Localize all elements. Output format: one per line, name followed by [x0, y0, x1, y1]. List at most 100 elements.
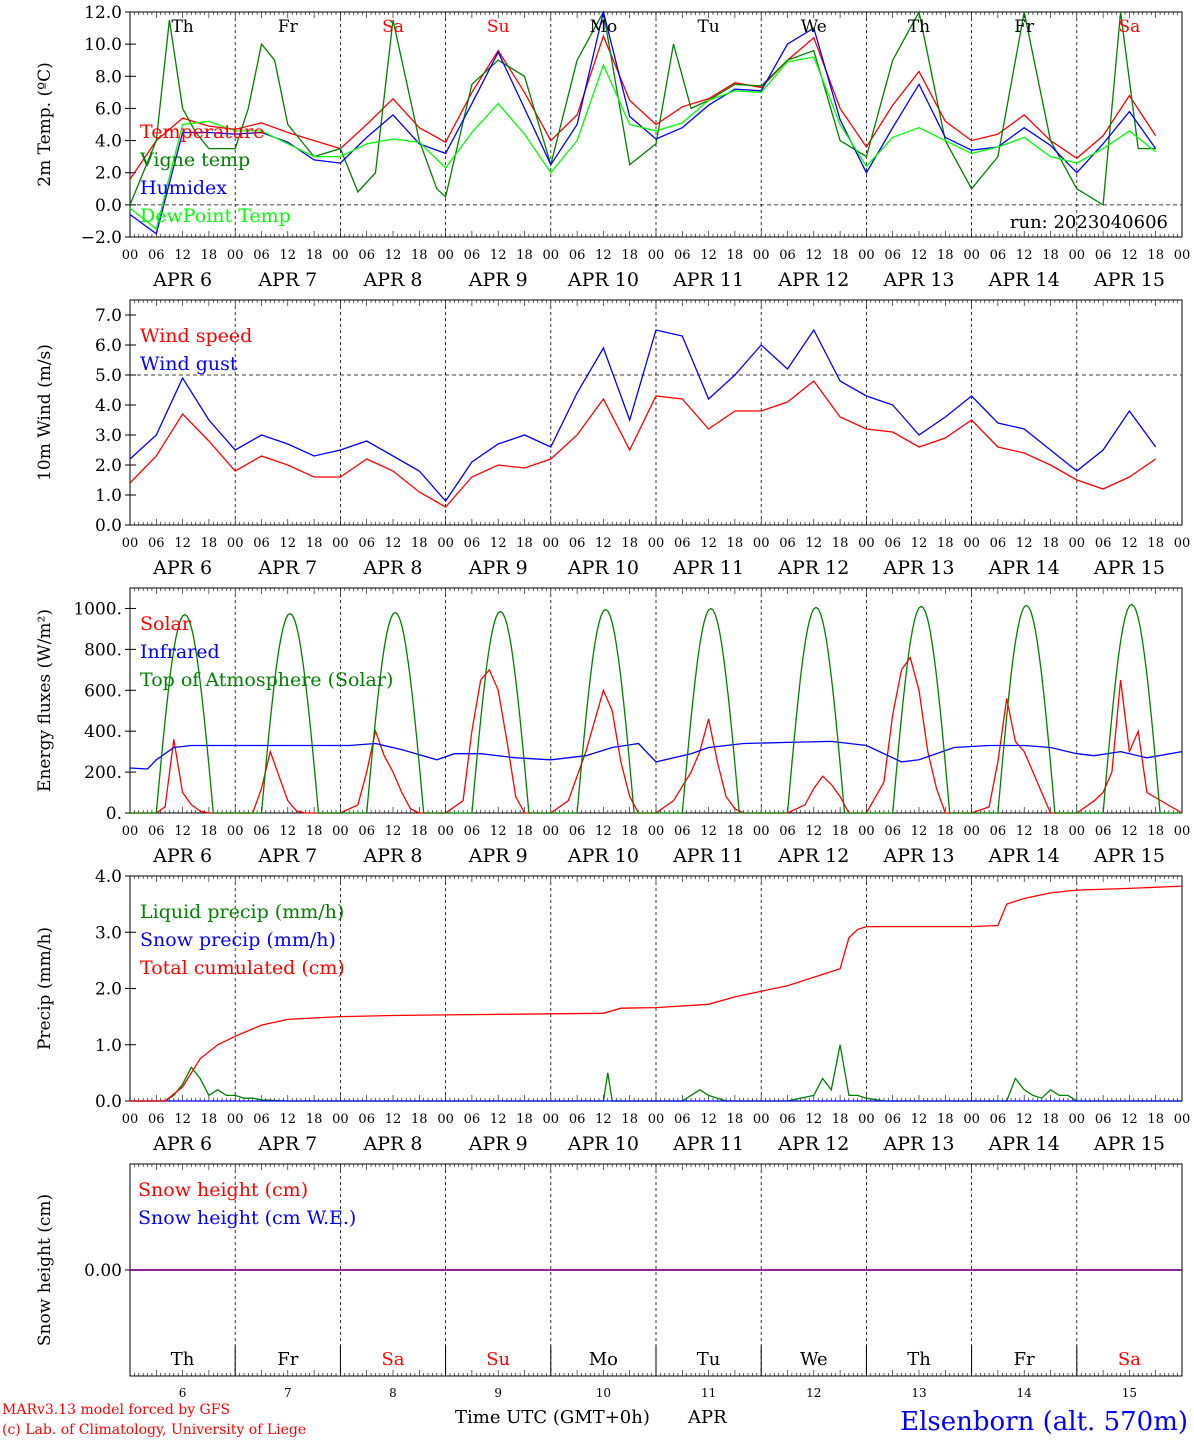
hour-label: 18: [832, 248, 849, 263]
hour-label: 06: [358, 536, 375, 551]
date-label: APR 11: [672, 845, 744, 867]
date-label: APR 8: [363, 1133, 423, 1155]
date-label: APR 15: [1093, 1133, 1165, 1155]
hour-label: 12: [595, 1112, 612, 1127]
hour-label: 06: [884, 248, 901, 263]
y-axis-label: 10m Wind (m/s): [35, 344, 55, 481]
x-axis-month: APR: [687, 1407, 727, 1428]
hour-label: 00: [753, 1112, 770, 1127]
hour-label: 06: [148, 536, 165, 551]
hour-label: 18: [516, 536, 533, 551]
series-line: [129, 56, 1157, 231]
y-tick-label: 6.0: [95, 99, 122, 119]
hour-label: 12: [911, 824, 928, 839]
hour-label: 12: [174, 248, 191, 263]
hour-label: 12: [1121, 536, 1138, 551]
hour-label: 18: [621, 1112, 638, 1127]
hour-label: 06: [884, 536, 901, 551]
panel-3: 0. 200. 400. 600. 800. 1000. Energy fluxes (W/…: [35, 587, 1190, 867]
hour-label: 12: [1016, 536, 1033, 551]
date-number: 12: [806, 1386, 821, 1400]
hour-label: 18: [727, 536, 744, 551]
day-of-week-label: Mo: [589, 1349, 618, 1370]
hour-label: 12: [280, 536, 297, 551]
hour-label: 00: [122, 1112, 139, 1127]
legend-entry: Humidex: [140, 177, 227, 199]
hour-label: 00: [858, 536, 875, 551]
hour-label: 12: [911, 536, 928, 551]
hour-label: 12: [1121, 248, 1138, 263]
legend-entry: Solar: [140, 613, 192, 635]
date-label: APR 7: [257, 845, 317, 867]
date-label: APR 13: [882, 1133, 954, 1155]
date-label: APR 6: [152, 269, 212, 291]
day-of-week-label: Sa: [381, 1349, 404, 1370]
y-tick-label: 0.0: [95, 196, 122, 216]
hour-label: 00: [122, 248, 139, 263]
hour-label: 00: [648, 1112, 665, 1127]
hour-label: 18: [411, 1112, 428, 1127]
hour-label: 12: [1016, 1112, 1033, 1127]
date-label: APR 11: [672, 557, 744, 579]
date-number: 13: [911, 1386, 926, 1400]
day-of-week-label: Tu: [697, 1349, 721, 1370]
hour-label: 18: [306, 1112, 323, 1127]
date-label: APR 6: [152, 845, 212, 867]
day-of-week-label: Th: [907, 1349, 931, 1370]
legend-entry: Temperature: [140, 121, 264, 143]
date-label: APR 14: [988, 845, 1060, 867]
y-tick-label: 0.: [106, 804, 122, 824]
date-label: APR 11: [672, 1133, 744, 1155]
hour-label: 12: [806, 1112, 823, 1127]
series-line: [130, 885, 1183, 1102]
hour-label: 00: [227, 1112, 244, 1127]
date-label: APR 13: [882, 269, 954, 291]
hour-label: 12: [806, 824, 823, 839]
hour-label: 12: [385, 536, 402, 551]
hour-label: 18: [1147, 536, 1164, 551]
hour-label: 06: [779, 1112, 796, 1127]
date-label: APR 10: [567, 269, 639, 291]
hour-label: 18: [201, 1112, 218, 1127]
y-tick-label: 8.0: [95, 67, 122, 87]
hour-label: 12: [385, 1112, 402, 1127]
legend-entry: Snow precip (mm/h): [140, 929, 336, 951]
hour-label: 06: [569, 536, 586, 551]
y-tick-label: 2.0: [95, 980, 122, 1000]
hour-label: 00: [543, 536, 560, 551]
hour-label: 06: [569, 248, 586, 263]
hour-label: 00: [122, 824, 139, 839]
hour-label: 06: [148, 1112, 165, 1127]
hour-label: 18: [832, 1112, 849, 1127]
hour-label: 18: [1147, 1112, 1164, 1127]
hour-label: 06: [884, 824, 901, 839]
day-of-week-label: Th: [908, 17, 930, 37]
y-tick-label: 4.0: [95, 867, 122, 887]
hour-label: 18: [306, 824, 323, 839]
hour-label: 18: [621, 536, 638, 551]
date-label: APR 8: [363, 269, 423, 291]
date-label: APR 12: [777, 269, 849, 291]
hour-label: 00: [437, 536, 454, 551]
y-tick-label: 400.: [84, 722, 122, 742]
plot-frame: [129, 299, 1183, 526]
day-of-week-label: Su: [487, 17, 510, 37]
hour-label: 06: [1095, 1112, 1112, 1127]
y-tick-label: 600.: [84, 681, 122, 701]
day-of-week-label: Fr: [1014, 17, 1035, 37]
hour-label: 06: [358, 824, 375, 839]
legend-entry: Top of Atmosphere (Solar): [140, 669, 393, 691]
hour-label: 06: [1095, 248, 1112, 263]
series-line: [129, 34, 1157, 180]
date-label: APR 7: [257, 1133, 317, 1155]
panel-4: 0.0 1.0 2.0 3.0 4.0 Precip (mm/h) Liquid preci…: [35, 867, 1190, 1155]
hour-label: 00: [1174, 536, 1191, 551]
day-of-week-label: Sa: [1119, 17, 1141, 37]
hour-label: 18: [516, 248, 533, 263]
date-label: APR 10: [567, 557, 639, 579]
day-of-week-label: Sa: [382, 17, 404, 37]
date-label: APR 6: [152, 557, 212, 579]
hour-label: 00: [648, 248, 665, 263]
date-label: APR 10: [567, 1133, 639, 1155]
date-label: APR 10: [567, 845, 639, 867]
